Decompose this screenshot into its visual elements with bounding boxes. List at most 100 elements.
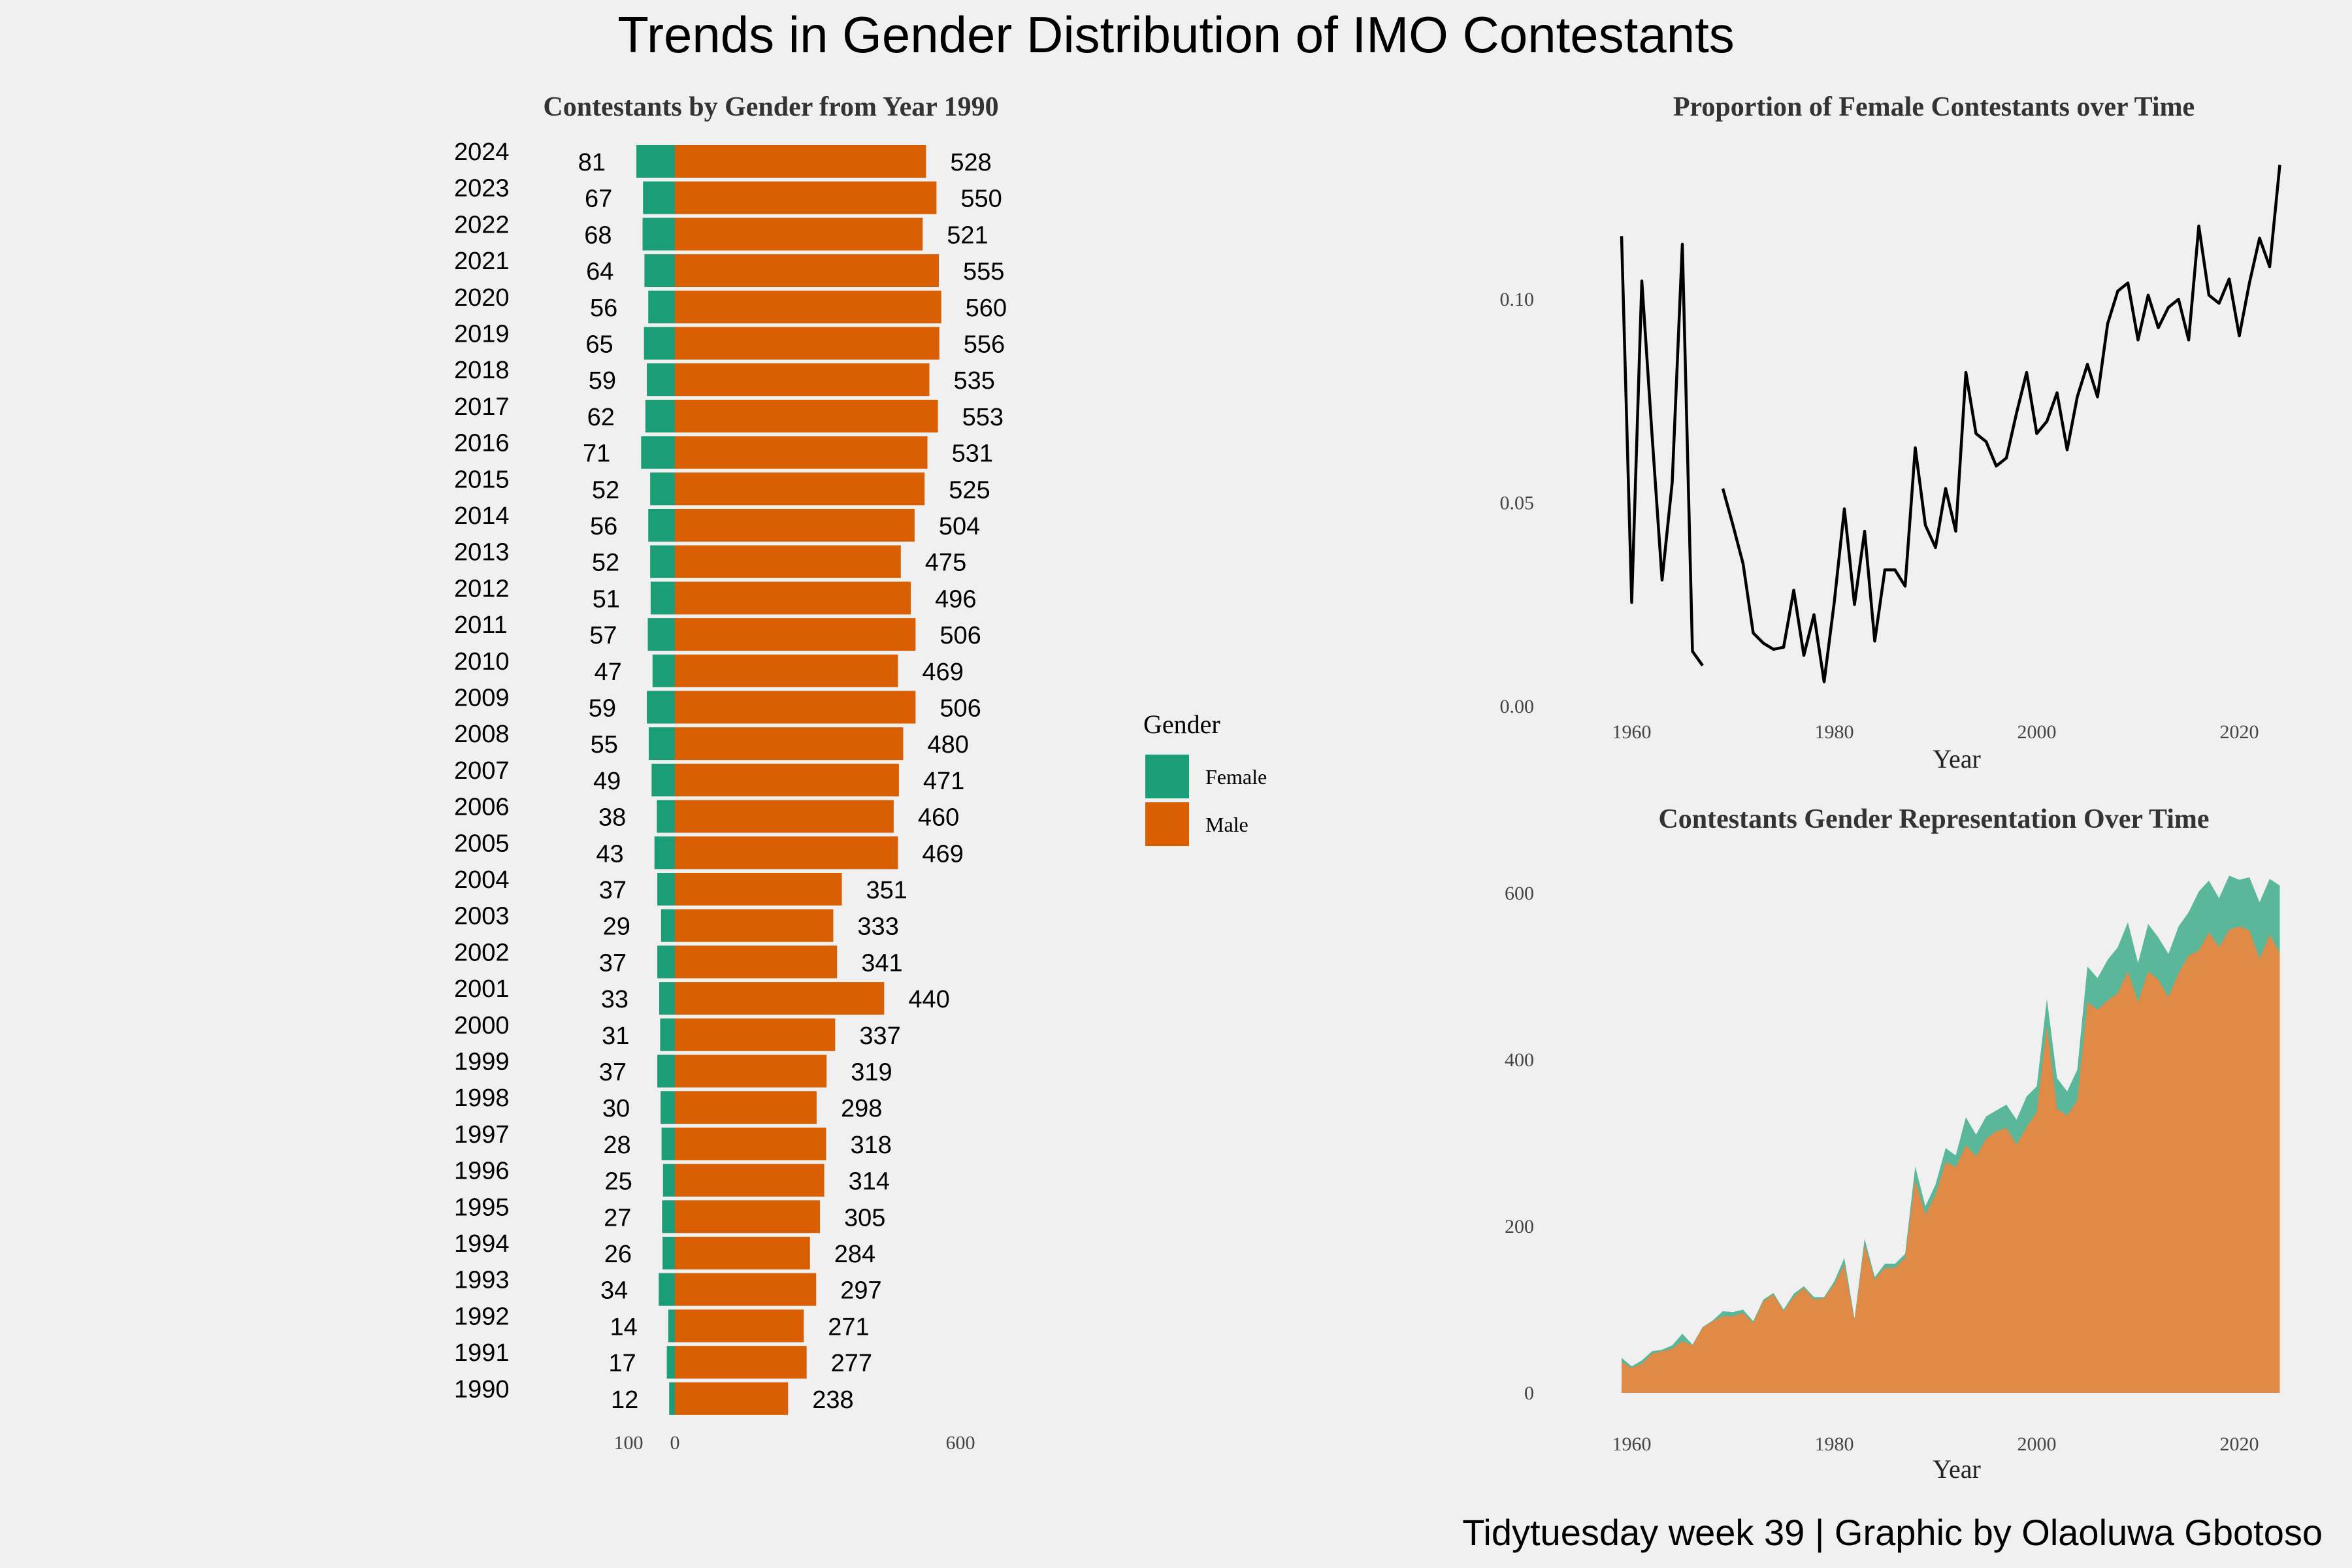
male-value-label: 471	[923, 768, 964, 795]
male-value-label: 319	[851, 1059, 892, 1086]
year-label: 2019	[454, 321, 510, 348]
bar-male	[675, 1018, 836, 1051]
female-value-label: 68	[584, 221, 612, 249]
female-value-label: 71	[583, 440, 610, 468]
female-value-label: 51	[593, 585, 620, 613]
male-value-label: 460	[918, 804, 959, 832]
line-x-tick-label: 2000	[2017, 721, 2057, 743]
bar-male	[675, 1091, 817, 1124]
bar-female	[661, 1127, 675, 1160]
male-value-label: 555	[963, 258, 1004, 286]
bar-male	[675, 1346, 807, 1379]
bar-x-tick-label: 100	[614, 1432, 644, 1454]
bar-female	[643, 181, 675, 214]
legend-label-female: Female	[1205, 765, 1267, 789]
year-label: 2002	[454, 939, 510, 966]
male-value-label: 440	[908, 986, 949, 1013]
female-value-label: 30	[602, 1095, 630, 1122]
bar-female	[647, 691, 675, 724]
male-value-label: 305	[844, 1204, 885, 1232]
year-label: 2016	[454, 430, 510, 457]
female-value-label: 49	[593, 768, 621, 795]
line-chart-x-ticks: 1960 1980 2000 2020	[1612, 721, 2259, 743]
bar-female	[662, 1164, 675, 1197]
male-value-label: 333	[857, 913, 898, 941]
area-y-tick-label: 400	[1505, 1049, 1534, 1071]
male-value-label: 277	[831, 1350, 872, 1377]
female-value-label: 59	[589, 367, 616, 395]
line-x-tick-label: 1980	[1815, 721, 1854, 743]
bar-female	[660, 1018, 675, 1051]
bar-female	[647, 363, 675, 397]
year-label: 2021	[454, 248, 510, 275]
line-chart-y-ticks: 0.00 0.05 0.10	[1500, 289, 1535, 717]
male-area	[1622, 926, 2280, 1393]
line-y-tick-label: 0.05	[1500, 493, 1535, 514]
bar-male	[675, 982, 885, 1015]
female-value-label: 28	[603, 1132, 630, 1159]
male-value-label: 525	[949, 476, 990, 504]
female-value-label: 17	[608, 1350, 636, 1377]
area-x-tick-label: 2020	[2220, 1433, 2259, 1455]
female-value-label: 56	[590, 513, 617, 540]
year-label: 2001	[454, 975, 510, 1003]
female-value-label: 55	[591, 731, 618, 759]
bar-female	[662, 1237, 675, 1269]
bar-male	[675, 1237, 810, 1269]
year-label: 1990	[454, 1376, 510, 1403]
bar-female	[652, 654, 675, 687]
year-label: 2020	[454, 284, 510, 312]
male-value-label: 556	[964, 331, 1005, 359]
bar-female	[657, 800, 675, 833]
female-value-label: 52	[592, 549, 619, 577]
female-value-label: 65	[585, 331, 613, 359]
male-value-label: 284	[834, 1241, 875, 1268]
bar-female	[661, 1091, 675, 1124]
bar-female	[647, 618, 675, 651]
male-value-label: 480	[927, 731, 968, 759]
bar-female	[668, 1309, 675, 1343]
year-label: 1993	[454, 1267, 510, 1294]
bar-female	[657, 1054, 675, 1088]
year-label: 2006	[454, 794, 510, 821]
year-label: 2024	[454, 139, 510, 166]
female-value-label: 33	[601, 986, 629, 1013]
area-y-tick-label: 0	[1524, 1382, 1534, 1404]
year-label: 2022	[454, 211, 510, 238]
bar-male	[675, 581, 911, 615]
bar-male	[675, 1200, 821, 1233]
female-value-label: 29	[603, 913, 630, 941]
bar-male	[675, 218, 923, 251]
proportion-line	[1620, 236, 1704, 667]
line-chart-marks	[1620, 165, 2281, 683]
bar-male	[675, 1309, 804, 1343]
year-label: 1992	[454, 1303, 510, 1330]
bar-male	[675, 909, 834, 942]
bar-male	[675, 618, 916, 651]
bar-female	[662, 1200, 675, 1233]
bar-female	[659, 982, 675, 1015]
proportion-line	[1721, 165, 2281, 683]
female-value-label: 47	[595, 659, 622, 686]
area-chart-marks	[1622, 875, 2280, 1393]
bar-male	[675, 763, 899, 796]
female-value-label: 37	[599, 877, 627, 904]
area-x-tick-label: 1960	[1612, 1433, 1652, 1455]
year-label: 2010	[454, 648, 510, 676]
bar-female	[654, 836, 675, 870]
year-label: 2004	[454, 866, 510, 894]
bar-female	[641, 436, 675, 469]
male-value-label: 469	[922, 840, 963, 868]
male-value-label: 553	[962, 404, 1004, 431]
male-value-label: 521	[947, 221, 988, 249]
area-y-tick-label: 200	[1505, 1216, 1534, 1237]
bar-x-tick-label: 600	[946, 1432, 975, 1454]
bar-female	[648, 727, 675, 760]
bar-male	[675, 327, 939, 360]
male-value-label: 341	[861, 949, 902, 977]
female-value-label: 67	[585, 186, 612, 213]
female-value-label: 43	[596, 840, 623, 868]
year-label: 1998	[454, 1085, 510, 1112]
area-chart-x-axis-label: Year	[1933, 1454, 1981, 1484]
line-x-tick-label: 2020	[2220, 721, 2259, 743]
